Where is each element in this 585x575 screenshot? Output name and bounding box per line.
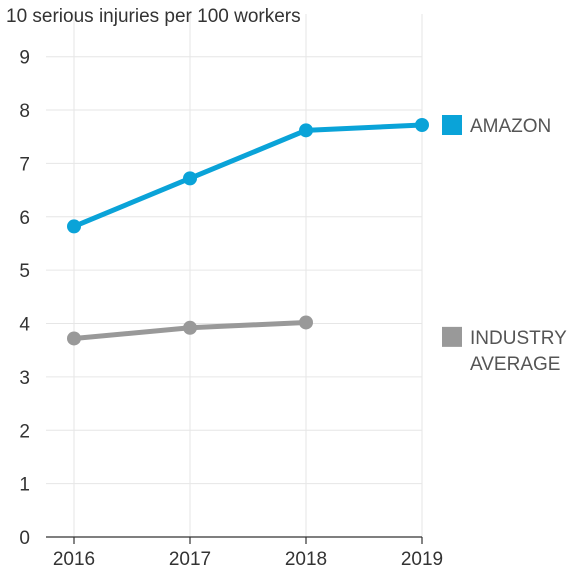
x-tick-label: 2016 xyxy=(53,549,95,570)
data-point xyxy=(67,219,81,234)
data-point xyxy=(299,123,313,138)
y-tick-label: 3 xyxy=(19,368,30,389)
x-tick-label: 2018 xyxy=(285,549,327,570)
gridlines xyxy=(46,14,423,537)
legend-label: INDUSTRY xyxy=(470,328,567,349)
series xyxy=(67,118,429,346)
y-tick-label: 1 xyxy=(19,475,30,496)
y-tick-label: 9 xyxy=(19,48,30,69)
data-point xyxy=(415,118,429,133)
y-tick-label: 0 xyxy=(19,528,30,549)
legend: AMAZON INDUSTRY AVERAGE xyxy=(442,115,567,375)
series-line xyxy=(71,122,425,229)
x-tick-label: 2019 xyxy=(401,549,443,570)
y-tick-label: 8 xyxy=(19,101,30,122)
x-tick-label: 2017 xyxy=(169,549,211,570)
axes: 0 1 2 3 4 5 6 7 8 9 2016 2017 2018 2019 xyxy=(19,48,443,570)
legend-label: AMAZON xyxy=(470,116,551,137)
legend-label: AVERAGE xyxy=(470,354,560,375)
y-tick-label: 4 xyxy=(19,315,30,336)
y-tick-label: 7 xyxy=(19,154,30,175)
data-point xyxy=(183,171,197,186)
legend-swatch xyxy=(442,115,462,136)
y-tick-label: 2 xyxy=(19,421,30,442)
y-tick-label: 5 xyxy=(19,261,30,282)
data-point xyxy=(183,320,197,335)
y-tick-label: 6 xyxy=(19,208,30,229)
legend-swatch xyxy=(442,326,462,347)
chart-title: 10 serious injuries per 100 workers xyxy=(6,6,301,27)
data-point xyxy=(67,331,81,346)
data-point xyxy=(299,315,313,330)
